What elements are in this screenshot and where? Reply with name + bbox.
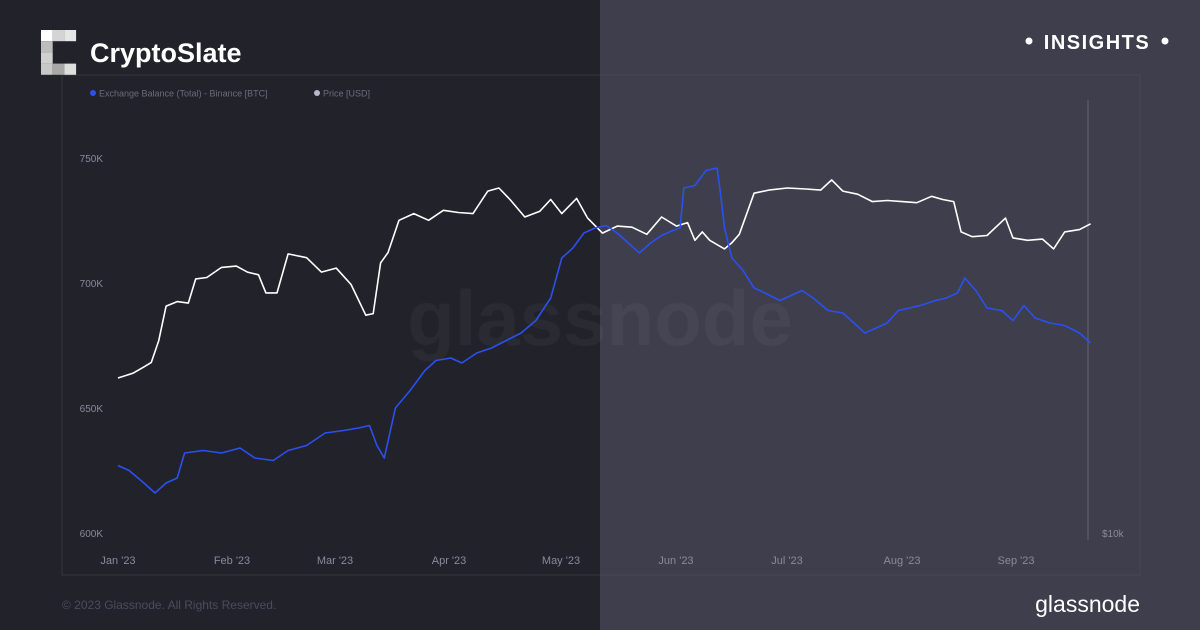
logo-block bbox=[41, 41, 53, 53]
logo-block bbox=[41, 30, 53, 42]
copyright-text: © 2023 Glassnode. All Rights Reserved. bbox=[62, 598, 276, 612]
y-right-tick-label: $10k bbox=[1102, 529, 1125, 540]
x-tick-label: Jul '23 bbox=[771, 555, 802, 567]
background-right bbox=[600, 0, 1200, 630]
x-tick-label: Aug '23 bbox=[884, 555, 921, 567]
x-tick-label: Jan '23 bbox=[100, 555, 135, 567]
x-tick-label: Sep '23 bbox=[998, 555, 1035, 567]
logo-block bbox=[41, 63, 53, 75]
legend-marker-balance bbox=[90, 90, 96, 96]
chart-frame bbox=[61, 74, 1141, 576]
badge-dot-right bbox=[1161, 37, 1169, 45]
cryptoslate-logo-icon bbox=[41, 30, 77, 75]
logo-block bbox=[52, 63, 65, 75]
y-tick-label: 600K bbox=[80, 529, 104, 540]
series-line-exchange-balance bbox=[117, 167, 1092, 494]
logo-block bbox=[64, 63, 77, 75]
y-tick-label: 650K bbox=[80, 404, 104, 415]
y-tick-label: 750K bbox=[80, 154, 104, 165]
legend-label-price: Price [USD] bbox=[323, 89, 370, 99]
background-left bbox=[0, 0, 600, 630]
brand-name: CryptoSlate bbox=[90, 38, 242, 68]
insights-badge: INSIGHTS bbox=[1044, 32, 1150, 54]
logo-block bbox=[52, 30, 65, 42]
x-tick-label: May '23 bbox=[542, 555, 580, 567]
y-tick-label: 700K bbox=[80, 279, 104, 290]
legend-marker-price bbox=[314, 90, 320, 96]
x-tick-label: Apr '23 bbox=[432, 555, 467, 567]
series-line-price bbox=[117, 179, 1091, 379]
legend: Exchange Balance (Total) - Binance [BTC]… bbox=[90, 89, 370, 99]
x-axis: Jan '23 Feb '23 Mar '23 Apr '23 May '23 … bbox=[100, 555, 1034, 567]
series-lines bbox=[117, 167, 1092, 494]
logo-block bbox=[41, 52, 53, 64]
x-tick-label: Feb '23 bbox=[214, 555, 250, 567]
watermark: glassnode bbox=[407, 274, 793, 362]
x-tick-label: Mar '23 bbox=[317, 555, 353, 567]
legend-label-balance: Exchange Balance (Total) - Binance [BTC] bbox=[99, 89, 268, 99]
y-axis-left: 750K 700K 650K 600K bbox=[80, 154, 104, 540]
logo-block bbox=[64, 30, 77, 42]
glassnode-logo: glassnode bbox=[1035, 591, 1140, 617]
badge-dot-left bbox=[1025, 37, 1033, 45]
x-tick-label: Jun '23 bbox=[658, 555, 693, 567]
